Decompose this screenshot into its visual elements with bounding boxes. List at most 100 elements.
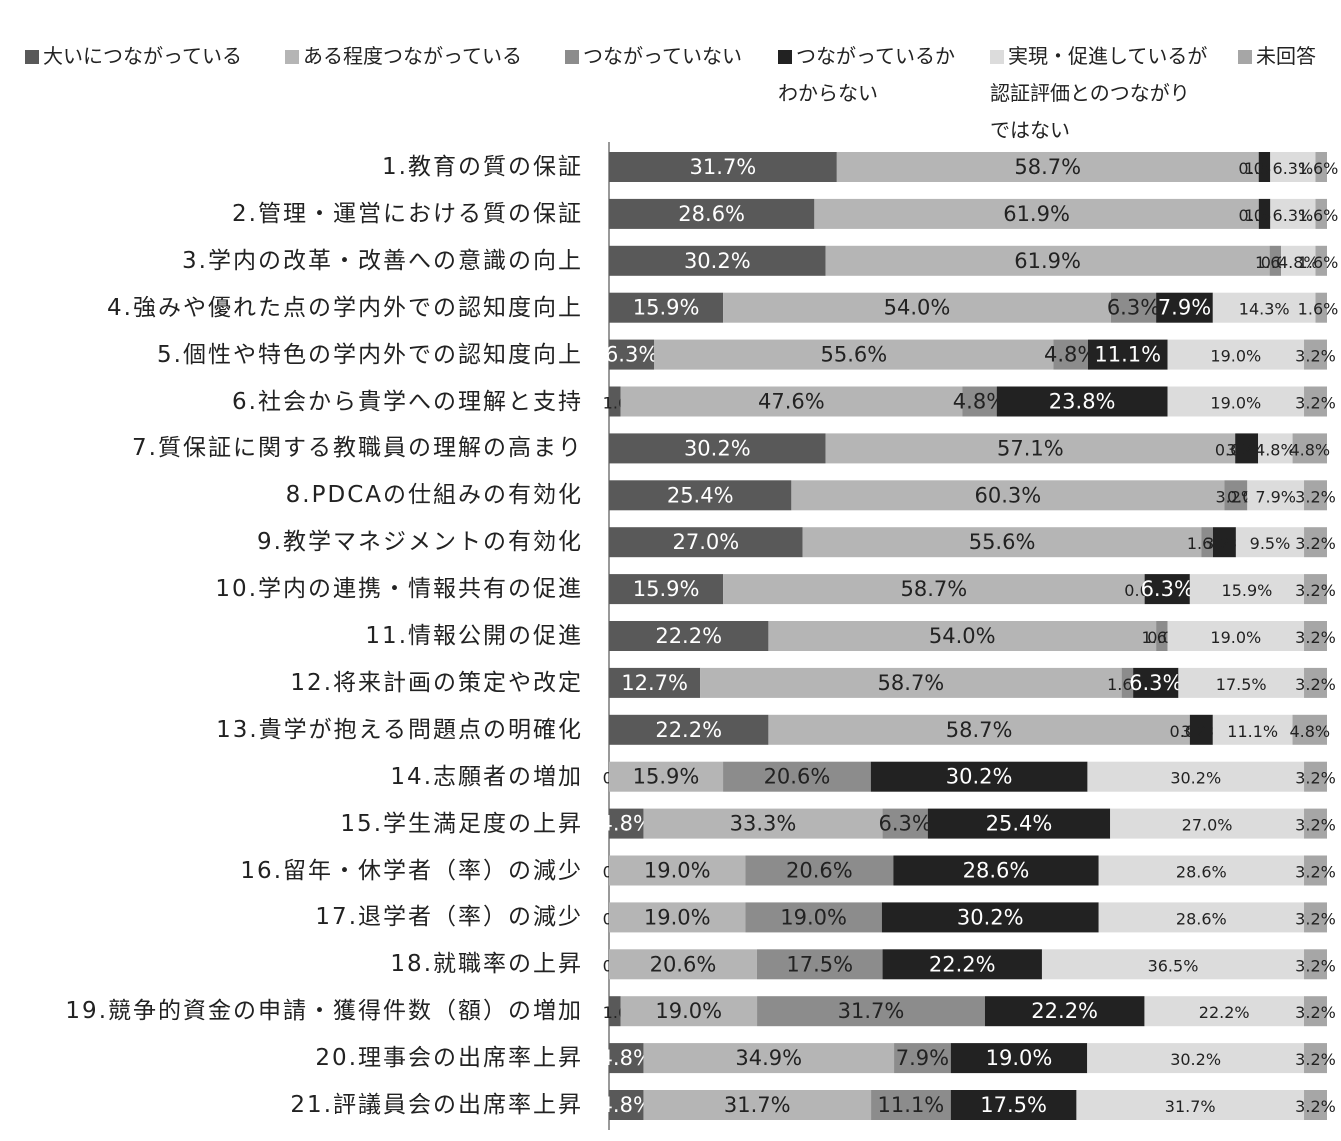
bar-segment	[984, 996, 1145, 1027]
data-label: 6.3%	[878, 812, 931, 836]
bar-segment	[870, 761, 1088, 792]
data-label: 19.0%	[644, 859, 711, 883]
data-label: 36.5%	[1148, 956, 1199, 975]
data-label: 22.2%	[655, 624, 722, 648]
bar-segment	[609, 339, 655, 370]
bar-segment	[825, 433, 1236, 464]
bar-segment	[700, 667, 1122, 698]
bar-segment	[757, 996, 985, 1027]
data-label: 17.5%	[1216, 675, 1267, 694]
bar-segment	[1167, 621, 1305, 651]
bar-segment	[1110, 292, 1157, 323]
data-label: 31.7%	[724, 1093, 791, 1117]
bar-segment	[1304, 1090, 1327, 1120]
bar-segment	[609, 433, 826, 464]
data-label: 3.2%	[1215, 487, 1256, 506]
legend-item: つながっていない	[565, 38, 742, 75]
data-label: 3.2%	[1295, 956, 1336, 975]
bar-segment	[1304, 1043, 1327, 1074]
legend-label: つながっていない	[583, 44, 742, 68]
data-label: 22.2%	[1031, 999, 1098, 1023]
data-label: 30.2%	[684, 436, 751, 460]
data-label: 1.6%	[1298, 300, 1339, 319]
bar-segment	[723, 292, 1111, 323]
category-label: 17.退学者（率）の減少	[315, 904, 583, 931]
data-label: 19.0%	[986, 1046, 1053, 1070]
category-label: 6.社会から貴学への理解と支持	[232, 388, 583, 415]
bar-segment	[1304, 667, 1327, 698]
legend-swatch	[25, 50, 39, 64]
data-label: 31.7%	[690, 155, 757, 179]
bar-segment	[745, 902, 882, 933]
bar-segment	[609, 1043, 644, 1074]
bar-segment	[1167, 386, 1305, 417]
bar-segment	[1212, 527, 1236, 558]
bar-segment	[609, 245, 826, 276]
bar-segment	[609, 855, 746, 886]
bar-segment	[609, 996, 621, 1027]
bar-segment	[1315, 198, 1327, 229]
legend-item: ある程度つながっている	[285, 38, 522, 75]
bar-segment	[1315, 152, 1327, 182]
bar-segment	[1189, 574, 1305, 605]
data-label: 25.4%	[986, 812, 1053, 836]
category-label: 11.情報公開の促進	[365, 623, 583, 649]
bar-segment	[609, 949, 757, 980]
data-label: 3.2%	[1295, 816, 1336, 835]
bar-segment	[1156, 621, 1168, 651]
bar-segment	[609, 808, 644, 839]
category-label: 2.管理・運営における質の保証	[232, 200, 583, 227]
legend-swatch	[1238, 50, 1252, 64]
bar-segment	[882, 949, 1042, 980]
bar-segment	[882, 808, 928, 839]
data-label: 4.8%	[1289, 440, 1330, 459]
data-label: 30.2%	[946, 765, 1013, 789]
data-label: 15.9%	[633, 577, 700, 601]
bar-segment	[927, 808, 1111, 839]
data-label: 6.3%	[605, 343, 658, 367]
data-label: 34.9%	[735, 1046, 802, 1070]
data-label: 3.2%	[1295, 394, 1336, 413]
category-label: 5.個性や特色の学内外での認知度向上	[157, 341, 583, 368]
data-label: 3.2%	[1295, 347, 1336, 366]
legend-label: つながっているか わからない	[778, 44, 955, 105]
bar-segment	[609, 292, 724, 323]
data-label: 3.2%	[1295, 1097, 1336, 1116]
data-label: 30.2%	[1170, 1050, 1221, 1069]
bar-segment	[768, 621, 1157, 651]
bar-segment	[802, 527, 1202, 558]
bar-segment	[723, 574, 1145, 605]
data-label: 54.0%	[929, 624, 996, 648]
data-label: 1.6%	[1298, 206, 1339, 225]
legend-label: 実現・促進しているが 認証評価とのつながり ではない	[990, 44, 1208, 142]
bar-segment	[609, 152, 837, 182]
bar-segment	[1144, 996, 1305, 1027]
bar-segment	[1281, 245, 1316, 276]
bar-segment	[609, 902, 746, 933]
bar-segment	[1304, 902, 1327, 933]
legend-swatch	[285, 50, 299, 64]
data-label: 6.3%	[1273, 206, 1314, 225]
data-label: 3.2%	[1295, 534, 1336, 553]
data-label: 4.8%	[1278, 253, 1319, 272]
bar-segment	[1167, 339, 1305, 370]
bar-segment	[1315, 245, 1327, 276]
category-label: 19.競争的資金の申請・獲得件数（額）の増加	[65, 998, 583, 1025]
data-label: 19.0%	[1210, 628, 1261, 647]
data-label: 23.8%	[1049, 390, 1116, 414]
data-label: 15.9%	[633, 296, 700, 320]
category-label: 14.志願者の増加	[390, 763, 583, 790]
bar-segment	[609, 1090, 644, 1120]
data-label: 6.3%	[1107, 296, 1160, 320]
bar-segment	[962, 386, 997, 417]
data-label: 30.2%	[957, 905, 1024, 929]
bar-segment	[1087, 761, 1305, 792]
data-label: 11.1%	[878, 1093, 945, 1117]
bar-segment	[1247, 480, 1305, 511]
data-label: 9.5%	[1250, 534, 1291, 553]
data-label: 7.9%	[1255, 487, 1296, 506]
data-label: 31.7%	[838, 999, 905, 1023]
bar-segment	[1270, 198, 1316, 229]
bar-segment	[609, 527, 803, 558]
